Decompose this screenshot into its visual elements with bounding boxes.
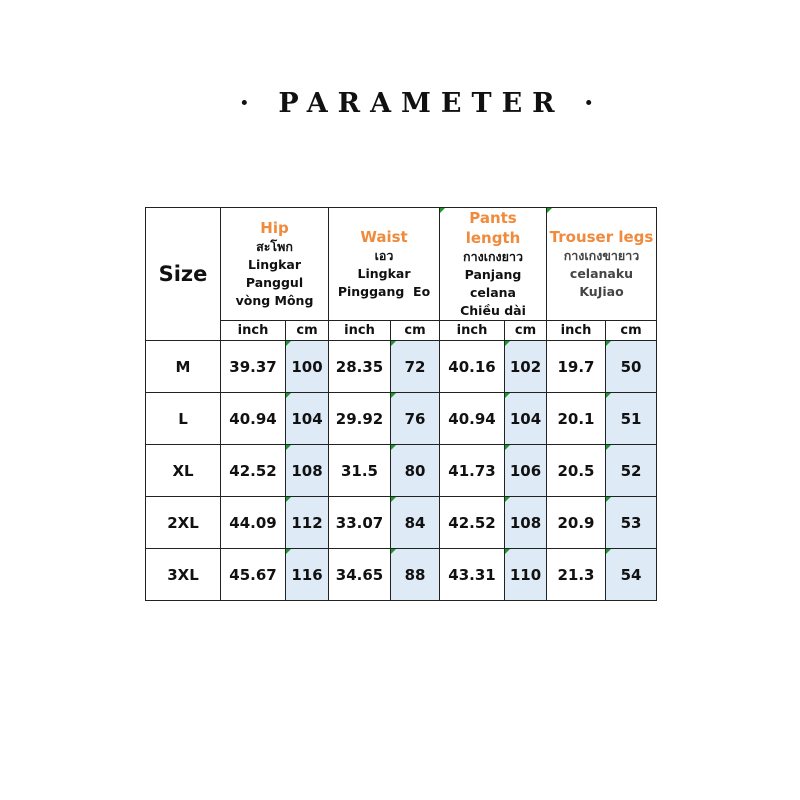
- cm-cell: 110: [504, 548, 547, 601]
- unit-cm: cm: [390, 320, 440, 341]
- size-cell: 2XL: [145, 496, 221, 549]
- inch-cell: 42.52: [220, 444, 286, 497]
- unit-inch: inch: [546, 320, 606, 341]
- inch-cell: 44.09: [220, 496, 286, 549]
- unit-inch: inch: [220, 320, 286, 341]
- inch-cell: 19.7: [546, 340, 606, 393]
- cm-cell: 88: [390, 548, 440, 601]
- cm-cell: 108: [285, 444, 329, 497]
- inch-cell: 29.92: [328, 392, 391, 445]
- size-cell: L: [145, 392, 221, 445]
- cm-cell: 106: [504, 444, 547, 497]
- unit-cm: cm: [605, 320, 657, 341]
- inch-cell: 43.31: [439, 548, 505, 601]
- cm-cell: 53: [605, 496, 657, 549]
- trouser-legs-header: Trouser legs กางเกงขายาว celanaku KuJiao: [546, 207, 657, 321]
- inch-cell: 31.5: [328, 444, 391, 497]
- cm-cell: 116: [285, 548, 329, 601]
- inch-cell: 40.94: [439, 392, 505, 445]
- inch-cell: 39.37: [220, 340, 286, 393]
- size-table: Size Hip สะโพก Lingkar Panggul vòng Mông Wai…: [145, 207, 657, 601]
- inch-cell: 41.73: [439, 444, 505, 497]
- unit-cm: cm: [504, 320, 547, 341]
- inch-cell: 42.52: [439, 496, 505, 549]
- table-row: M 39.37 100 28.35 72 40.16 102 19.7 50: [145, 340, 657, 393]
- size-cell: XL: [145, 444, 221, 497]
- unit-cm: cm: [285, 320, 329, 341]
- cm-cell: 72: [390, 340, 440, 393]
- cm-cell: 104: [285, 392, 329, 445]
- cm-cell: 52: [605, 444, 657, 497]
- cm-cell: 108: [504, 496, 547, 549]
- size-cell: 3XL: [145, 548, 221, 601]
- inch-cell: 28.35: [328, 340, 391, 393]
- unit-inch: inch: [439, 320, 505, 341]
- cm-cell: 102: [504, 340, 547, 393]
- inch-cell: 20.5: [546, 444, 606, 497]
- table-row: XL 42.52 108 31.5 80 41.73 106 20.5 52: [145, 444, 657, 497]
- size-header: Size: [145, 207, 221, 341]
- inch-cell: 40.94: [220, 392, 286, 445]
- table-row: L 40.94 104 29.92 76 40.94 104 20.1 51: [145, 392, 657, 445]
- cm-cell: 76: [390, 392, 440, 445]
- cm-cell: 104: [504, 392, 547, 445]
- inch-cell: 40.16: [439, 340, 505, 393]
- cm-cell: 112: [285, 496, 329, 549]
- inch-cell: 33.07: [328, 496, 391, 549]
- cm-cell: 84: [390, 496, 440, 549]
- inch-cell: 34.65: [328, 548, 391, 601]
- inch-cell: 20.9: [546, 496, 606, 549]
- table-row: 2XL 44.09 112 33.07 84 42.52 108 20.9 53: [145, 496, 657, 549]
- table-row: 3XL 45.67 116 34.65 88 43.31 110 21.3 54: [145, 548, 657, 601]
- cm-cell: 51: [605, 392, 657, 445]
- cm-cell: 50: [605, 340, 657, 393]
- hip-header: Hip สะโพก Lingkar Panggul vòng Mông: [220, 207, 329, 321]
- size-cell: M: [145, 340, 221, 393]
- page-title: · PARAMETER ·: [239, 88, 604, 119]
- waist-header: Waist เอว Lingkar Pinggang Eo: [328, 207, 440, 321]
- cm-cell: 100: [285, 340, 329, 393]
- pants-length-header: Pants length กางเกงยาว Panjang celana Chiều …: [439, 207, 547, 321]
- cm-cell: 54: [605, 548, 657, 601]
- inch-cell: 45.67: [220, 548, 286, 601]
- unit-inch: inch: [328, 320, 391, 341]
- cm-cell: 80: [390, 444, 440, 497]
- inch-cell: 21.3: [546, 548, 606, 601]
- inch-cell: 20.1: [546, 392, 606, 445]
